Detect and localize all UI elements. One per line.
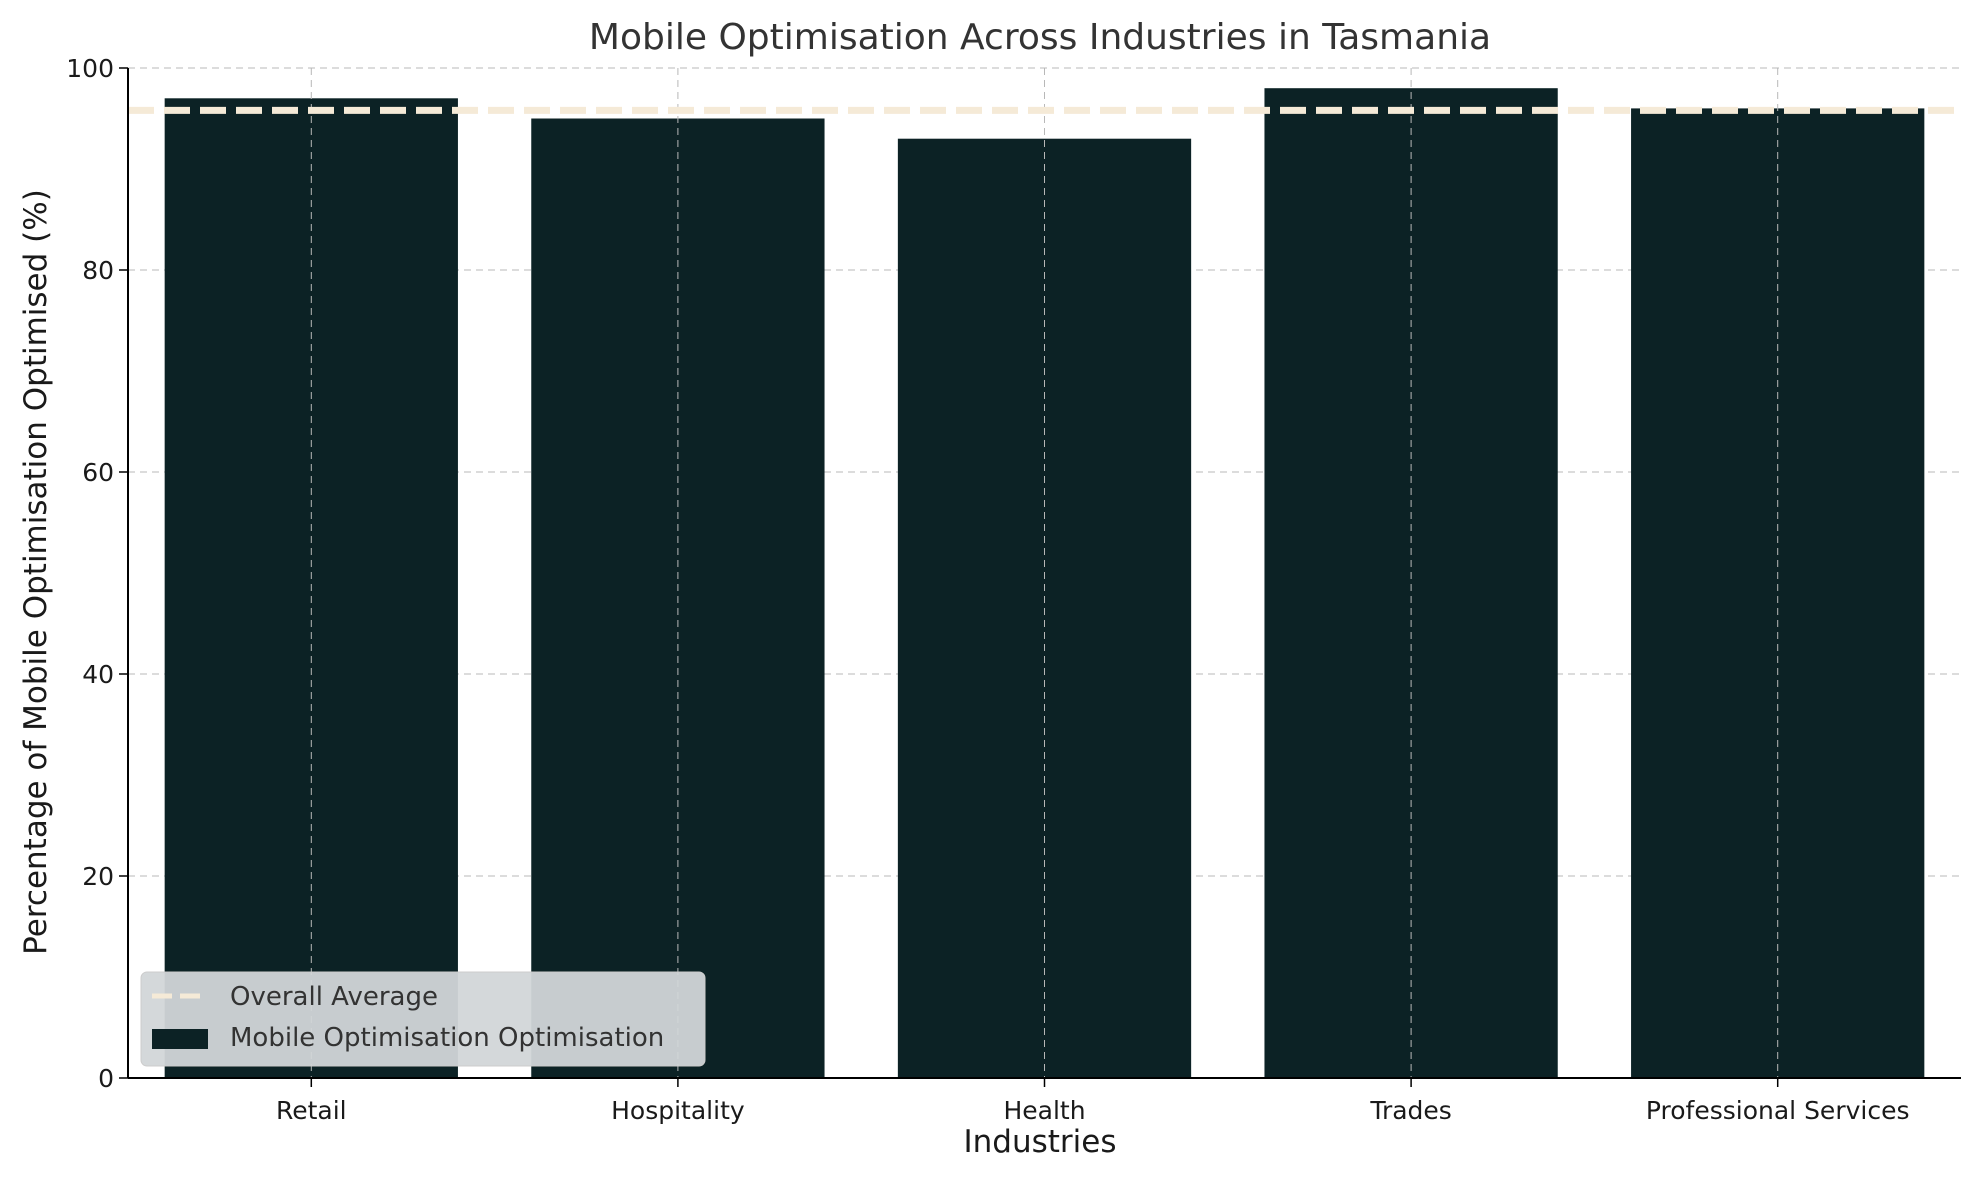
- x-tick-label: Trades: [1369, 1096, 1451, 1125]
- legend: Overall Average Mobile Optimisation Opti…: [140, 971, 706, 1067]
- chart-title: Mobile Optimisation Across Industries in…: [589, 17, 1491, 58]
- vertical-grid: [310, 68, 1779, 1078]
- legend-bar-swatch: [152, 1029, 208, 1049]
- y-tick-label: 100: [66, 54, 114, 83]
- y-tick-label: 20: [82, 862, 114, 891]
- y-tick-label: 80: [82, 256, 114, 285]
- x-axis-ticks: Retail Hospitality Health Trades Professiona…: [276, 1078, 1910, 1125]
- y-tick-label: 40: [82, 660, 114, 689]
- y-axis-ticks: 0 20 40 60 80 100: [66, 54, 128, 1093]
- legend-label-average: Overall Average: [230, 982, 438, 1012]
- legend-box: [140, 971, 706, 1067]
- y-tick-label: 60: [82, 458, 114, 487]
- legend-label-series: Mobile Optimisation Optimisation: [230, 1023, 664, 1053]
- y-tick-label: 0: [98, 1064, 114, 1093]
- x-tick-label: Retail: [276, 1096, 347, 1125]
- x-tick-label: Hospitality: [611, 1096, 745, 1125]
- bar: [1631, 108, 1925, 1078]
- x-tick-label: Health: [1003, 1096, 1085, 1125]
- x-axis-label: Industries: [963, 1124, 1116, 1160]
- y-axis-label: Percentage of Mobile Optimisation Optimi…: [18, 189, 54, 955]
- x-tick-label: Professional Services: [1646, 1096, 1910, 1125]
